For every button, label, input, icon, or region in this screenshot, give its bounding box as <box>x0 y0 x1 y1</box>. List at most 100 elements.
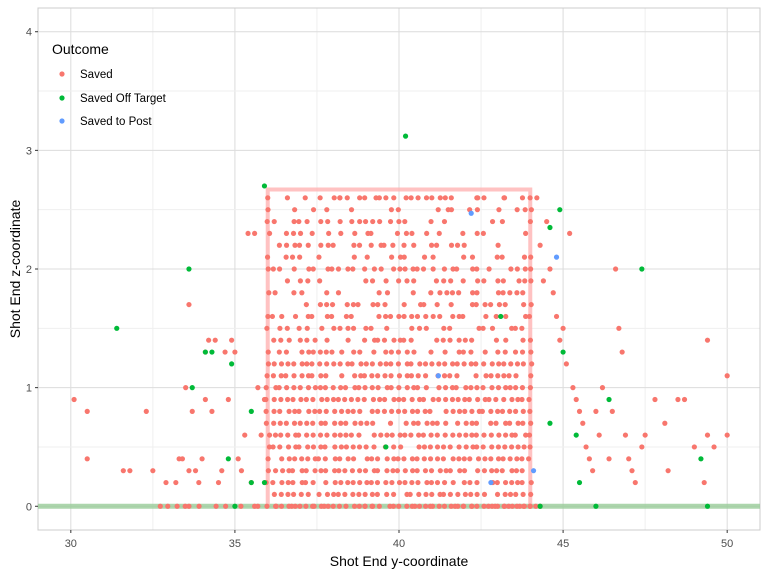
data-point <box>404 361 410 367</box>
data-point <box>263 385 269 391</box>
data-point <box>362 503 368 509</box>
data-point <box>322 444 328 450</box>
data-point <box>501 373 507 379</box>
data-point <box>364 456 370 462</box>
data-point <box>428 242 435 248</box>
data-point <box>296 444 302 450</box>
data-point <box>434 444 441 450</box>
data-point <box>593 408 599 414</box>
data-point <box>265 266 271 272</box>
data-point <box>304 361 310 367</box>
data-point <box>411 278 417 284</box>
y-tick-label: 4 <box>26 27 32 39</box>
data-point <box>397 266 403 272</box>
data-point <box>235 456 241 462</box>
data-point <box>292 503 298 509</box>
data-point <box>519 456 525 462</box>
data-point <box>183 385 189 391</box>
data-point <box>368 479 374 486</box>
data-point <box>296 218 302 225</box>
series-saved-to-post-points <box>435 210 560 486</box>
data-point <box>476 325 482 331</box>
data-point <box>338 479 344 486</box>
data-point <box>362 468 369 474</box>
data-point <box>357 218 363 225</box>
data-point <box>408 373 415 379</box>
data-point <box>370 301 376 308</box>
data-point <box>370 396 377 403</box>
data-point <box>423 503 429 509</box>
data-point <box>401 337 407 343</box>
data-point <box>186 266 192 272</box>
data-point <box>509 503 515 509</box>
data-point <box>528 479 534 486</box>
data-point <box>296 408 302 414</box>
data-point <box>442 432 448 438</box>
data-point <box>530 468 537 474</box>
data-point <box>213 503 219 509</box>
data-point <box>447 325 453 331</box>
data-point <box>322 420 328 426</box>
data-point <box>448 503 454 509</box>
data-point <box>331 491 337 498</box>
data-point <box>369 361 375 367</box>
data-point <box>402 133 409 139</box>
data-point <box>317 301 324 308</box>
data-point <box>325 242 331 248</box>
data-point <box>480 325 486 331</box>
data-point <box>299 373 305 379</box>
data-point <box>349 468 356 474</box>
data-point <box>329 349 335 355</box>
data-point <box>416 432 422 438</box>
data-point <box>481 491 488 498</box>
data-point <box>509 468 515 474</box>
data-point <box>335 290 342 296</box>
data-point <box>468 385 474 391</box>
data-point <box>350 266 356 272</box>
data-point <box>681 396 688 403</box>
data-point <box>404 503 410 509</box>
data-point <box>495 373 501 379</box>
data-point <box>489 218 496 225</box>
data-point <box>271 396 277 403</box>
data-point <box>335 396 341 403</box>
data-point <box>302 479 309 486</box>
data-point <box>429 195 435 201</box>
data-point <box>331 195 337 201</box>
data-point <box>462 491 468 498</box>
data-point <box>475 468 481 474</box>
data-point <box>520 290 526 296</box>
data-point <box>514 361 521 367</box>
data-point <box>428 349 434 355</box>
data-point <box>501 396 507 403</box>
data-point <box>495 456 502 462</box>
data-point <box>397 432 403 438</box>
data-point <box>304 432 310 438</box>
data-point <box>493 337 500 343</box>
data-point <box>325 218 331 225</box>
data-point <box>443 468 449 474</box>
data-point <box>522 266 528 272</box>
data-point <box>404 278 410 284</box>
data-point <box>501 361 507 367</box>
data-point <box>469 503 475 509</box>
data-point <box>291 218 297 225</box>
data-point <box>509 396 515 403</box>
data-point <box>468 349 474 355</box>
data-point <box>321 503 327 509</box>
data-point <box>305 278 311 284</box>
data-point <box>330 242 336 248</box>
data-point <box>337 361 343 367</box>
data-point <box>290 491 297 498</box>
data-point <box>469 420 475 426</box>
data-point <box>289 468 296 474</box>
data-point <box>271 491 277 498</box>
data-point <box>272 432 279 438</box>
data-point <box>71 396 77 403</box>
data-point <box>397 254 404 260</box>
data-point <box>299 349 305 355</box>
data-point <box>383 195 389 201</box>
data-point <box>304 218 310 225</box>
data-point <box>423 325 429 331</box>
data-point <box>515 479 521 486</box>
